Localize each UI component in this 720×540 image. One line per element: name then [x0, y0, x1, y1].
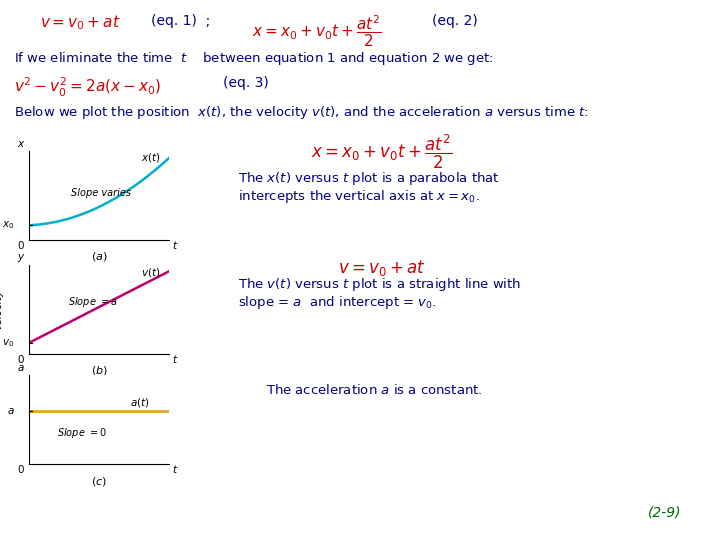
- Text: intercepts the vertical axis at $x = x_0$.: intercepts the vertical axis at $x = x_0…: [238, 188, 480, 205]
- Text: Slope varies: Slope varies: [71, 188, 131, 198]
- Text: (2-9): (2-9): [648, 505, 682, 519]
- Text: $v(t)$: $v(t)$: [141, 266, 161, 279]
- Text: a: a: [17, 363, 24, 373]
- Text: Velocity: Velocity: [0, 289, 3, 329]
- Text: 0: 0: [17, 241, 24, 251]
- Text: Acceleration: Acceleration: [0, 387, 3, 453]
- Text: $(c)$: $(c)$: [91, 475, 107, 488]
- Text: (eq. 3): (eq. 3): [223, 76, 269, 90]
- Text: $(a)$: $(a)$: [91, 251, 107, 264]
- Text: Below we plot the position  $x(t)$, the velocity $v(t)$, and the acceleration $a: Below we plot the position $x(t)$, the v…: [14, 104, 589, 120]
- Text: The $x(t)$ versus $t$ plot is a parabola that: The $x(t)$ versus $t$ plot is a parabola…: [238, 170, 500, 187]
- Text: (eq. 1)  ;: (eq. 1) ;: [151, 14, 210, 28]
- Text: 0: 0: [17, 355, 24, 365]
- Text: t: t: [173, 241, 177, 251]
- Text: $a(t)$: $a(t)$: [130, 396, 150, 409]
- Text: t: t: [173, 465, 177, 475]
- Text: $v_0$: $v_0$: [2, 337, 14, 349]
- Text: y: y: [17, 252, 24, 262]
- Text: (eq. 2): (eq. 2): [432, 14, 478, 28]
- Text: $v = v_0 + at$: $v = v_0 + at$: [40, 14, 120, 32]
- Text: Position: Position: [0, 176, 3, 216]
- Text: x: x: [17, 139, 24, 148]
- Text: $x(t)$: $x(t)$: [141, 151, 161, 164]
- Text: If we eliminate the time  $t$    between equation 1 and equation 2 we get:: If we eliminate the time $t$ between equ…: [14, 50, 494, 66]
- Text: t: t: [173, 355, 177, 365]
- Text: $a$: $a$: [7, 406, 14, 416]
- Text: $v^2 - v_0^2 = 2a\left(x - x_0\right)$: $v^2 - v_0^2 = 2a\left(x - x_0\right)$: [14, 76, 161, 99]
- Text: Slope $= 0$: Slope $= 0$: [57, 426, 107, 440]
- Text: The acceleration $a$ is a constant.: The acceleration $a$ is a constant.: [266, 383, 483, 397]
- Text: Slope $= a$: Slope $= a$: [68, 295, 117, 309]
- Text: $v = v_0 + at$: $v = v_0 + at$: [338, 258, 426, 278]
- Text: $(b)$: $(b)$: [91, 364, 107, 377]
- Text: $x_0$: $x_0$: [2, 219, 14, 231]
- Text: 0: 0: [17, 465, 24, 475]
- Text: slope = $a$  and intercept = $v_0$.: slope = $a$ and intercept = $v_0$.: [238, 294, 436, 311]
- Text: $x = x_0 + v_0 t + \dfrac{at^2}{2}$: $x = x_0 + v_0 t + \dfrac{at^2}{2}$: [311, 132, 452, 171]
- Text: $x = x_0 + v_0 t + \dfrac{at^2}{2}$: $x = x_0 + v_0 t + \dfrac{at^2}{2}$: [252, 14, 382, 49]
- Text: The $v(t)$ versus $t$ plot is a straight line with: The $v(t)$ versus $t$ plot is a straight…: [238, 276, 521, 293]
